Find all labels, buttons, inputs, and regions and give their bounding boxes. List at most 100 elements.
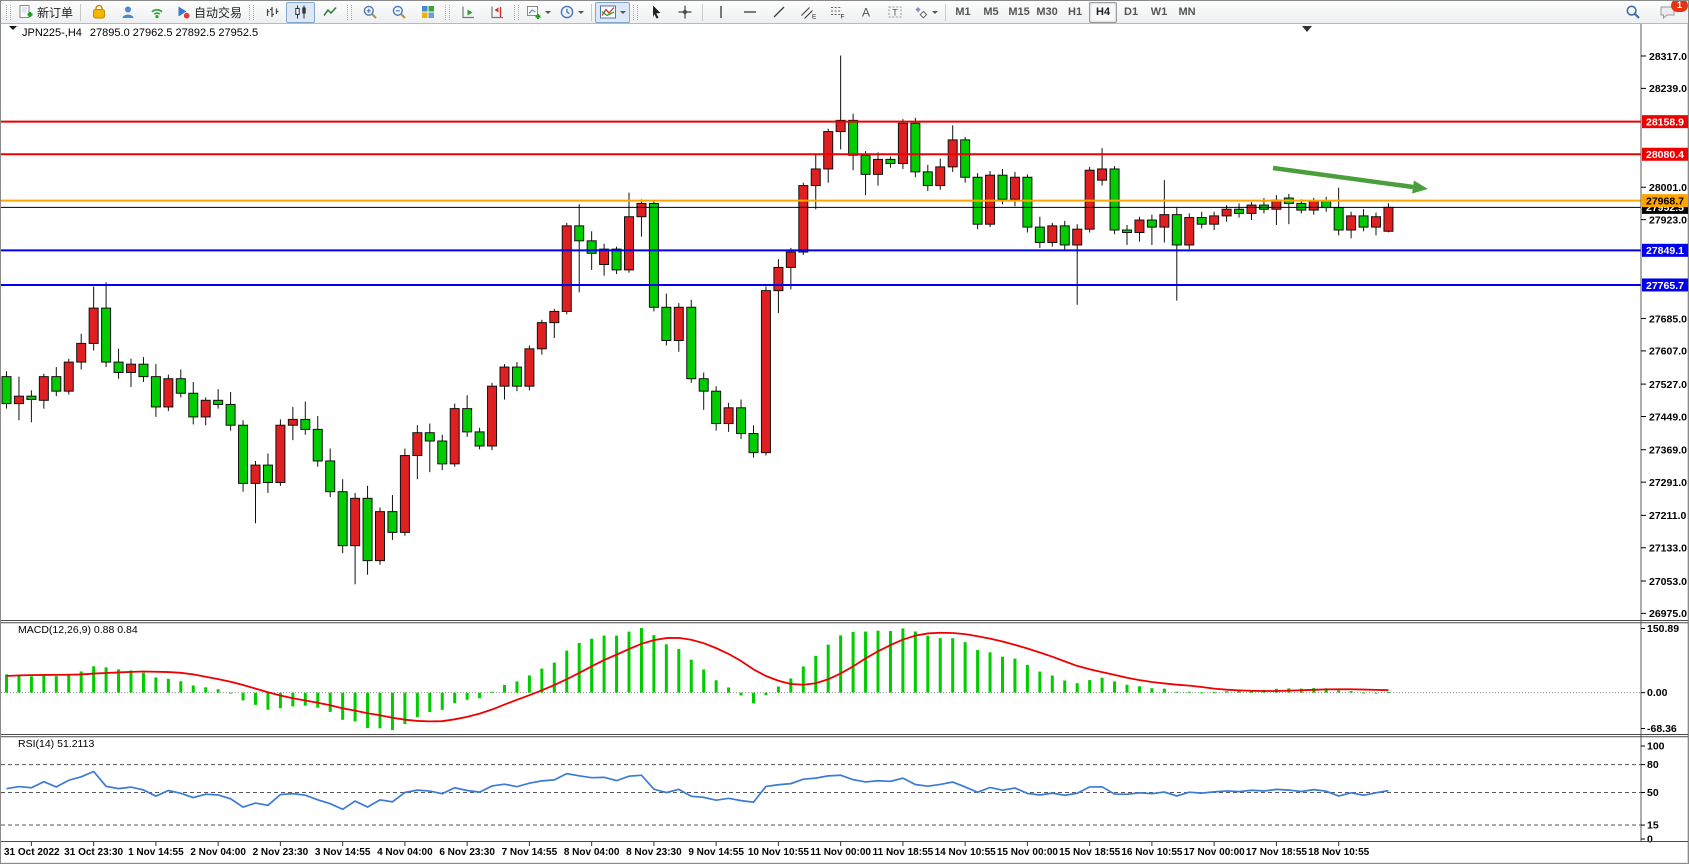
macd-histogram-bar [851, 631, 855, 693]
timeframe-button-M5[interactable]: M5 [983, 6, 999, 18]
search-icon [1625, 4, 1641, 20]
candle-bullish [1072, 228, 1083, 246]
zoom-out-button[interactable] [384, 2, 413, 23]
macd-histogram-bar [1324, 688, 1328, 693]
candle-bullish [873, 158, 883, 175]
macd-histogram-bar [776, 686, 780, 693]
candle-bullish [823, 131, 834, 170]
macd-histogram-bar [764, 692, 768, 696]
line-chart-button[interactable] [315, 2, 344, 23]
price-tick-label: 28001.0 [1649, 182, 1687, 194]
time-label: 15 Nov 18:55 [1059, 847, 1121, 858]
toolbar-grip[interactable] [633, 4, 639, 20]
algo-trading-button[interactable]: 自动交易 [171, 2, 246, 23]
macd-signal-line [6, 631, 1389, 723]
price-tick-label: 28317.0 [1649, 51, 1687, 63]
chart-shift-button[interactable] [482, 2, 511, 23]
toolbar-grip[interactable] [249, 4, 255, 20]
new-chart-button[interactable] [522, 2, 555, 23]
macd-histogram-bar [179, 681, 183, 693]
trendline-button[interactable] [764, 2, 793, 23]
timeframe-button-H1[interactable]: H1 [1068, 6, 1083, 18]
separator [945, 3, 947, 21]
candle-bullish [350, 497, 361, 547]
candle-bullish [798, 185, 809, 253]
macd-histogram-bar [129, 670, 133, 693]
toolbar-grip[interactable] [445, 4, 451, 20]
trend-arrow-head[interactable] [1412, 180, 1428, 194]
candle-bearish [325, 460, 336, 493]
timeframe-button-M15[interactable]: M15 [1008, 6, 1030, 18]
timeframe-button-MN[interactable]: MN [1178, 6, 1196, 18]
macd-histogram-bar [664, 644, 668, 693]
chat-button[interactable]: 1 [1653, 1, 1688, 23]
timeframe-button-M30[interactable]: M30 [1036, 6, 1058, 18]
macd-histogram-bar [303, 692, 307, 706]
fibonacci-button[interactable]: F [822, 2, 851, 23]
candle-bullish [250, 464, 261, 484]
time-label: 15 Nov 00:00 [997, 847, 1059, 858]
candle-bearish [711, 390, 722, 425]
timeframe-button-D1[interactable]: D1 [1124, 6, 1139, 18]
vertical-line-button[interactable] [706, 2, 735, 23]
timeframe-button-W1[interactable]: W1 [1150, 6, 1168, 18]
text-label-button[interactable]: T [880, 2, 909, 23]
macd-histogram-bar [1137, 686, 1141, 693]
candle-bullish [1097, 168, 1108, 181]
timeframe-button-H4[interactable]: H4 [1089, 1, 1118, 23]
search-button[interactable] [1618, 2, 1647, 23]
zoom-in-icon [362, 4, 378, 20]
signals-button[interactable] [142, 2, 171, 23]
candle-bearish [424, 432, 435, 442]
community-button[interactable] [113, 2, 142, 23]
price-tick-label: 27449.0 [1649, 411, 1687, 423]
macd-histogram-bar [801, 666, 805, 693]
macd-histogram-bar [1187, 691, 1191, 693]
rsi-axis-label: 100 [1647, 741, 1665, 753]
bar-chart-button[interactable] [257, 2, 286, 23]
vertical-line-icon [713, 4, 729, 20]
zoom-in-button[interactable] [355, 2, 384, 23]
text-button[interactable]: A [851, 2, 880, 23]
macd-histogram-bar [1025, 664, 1029, 693]
toolbar-grip[interactable] [347, 4, 353, 20]
crosshair-button[interactable] [670, 2, 699, 23]
market-button[interactable] [84, 2, 113, 23]
macd-histogram-bar [552, 662, 556, 693]
time-label: 7 Nov 14:55 [502, 847, 558, 858]
trend-arrow-line[interactable] [1272, 165, 1414, 190]
macd-histogram-bar [141, 672, 145, 693]
new-order-button[interactable]: 新订单 [14, 2, 77, 23]
candle-bearish [1321, 200, 1332, 209]
time-label: 4 Nov 04:00 [377, 847, 433, 858]
cursor-button[interactable] [641, 2, 670, 23]
indicators-button[interactable] [595, 1, 631, 23]
macd-histogram-bar [1038, 671, 1042, 693]
toolbar-grip[interactable] [6, 4, 11, 20]
horizontal-line-icon [742, 4, 758, 20]
macd-histogram-bar [154, 677, 158, 693]
macd-histogram-bar [864, 631, 868, 693]
candle-bullish [1308, 200, 1319, 211]
macd-histogram-bar [988, 652, 992, 693]
chart-shift-marker[interactable] [1302, 26, 1312, 32]
macd-histogram-bar [266, 692, 270, 710]
candle-bearish [188, 392, 199, 418]
candle-bearish [312, 428, 323, 462]
bar-chart-icon [264, 4, 280, 20]
candle-bearish [574, 225, 585, 242]
tile-windows-button[interactable] [413, 2, 442, 23]
symbol-dropdown-icon[interactable] [9, 26, 17, 34]
price-tick-label: 27685.0 [1649, 313, 1687, 325]
chart-shift-icon [489, 4, 505, 20]
timeframe-button-M1[interactable]: M1 [955, 6, 971, 18]
macd-histogram-bar [1175, 691, 1179, 693]
candlestick-chart-button[interactable] [286, 1, 316, 23]
auto-scroll-button[interactable] [453, 2, 482, 23]
period-clock-button[interactable] [555, 2, 588, 23]
toolbar-grip[interactable] [514, 4, 520, 20]
equidistant-channel-button[interactable]: E [793, 2, 822, 23]
shapes-button[interactable] [909, 2, 942, 23]
horizontal-line-button[interactable] [735, 2, 764, 23]
